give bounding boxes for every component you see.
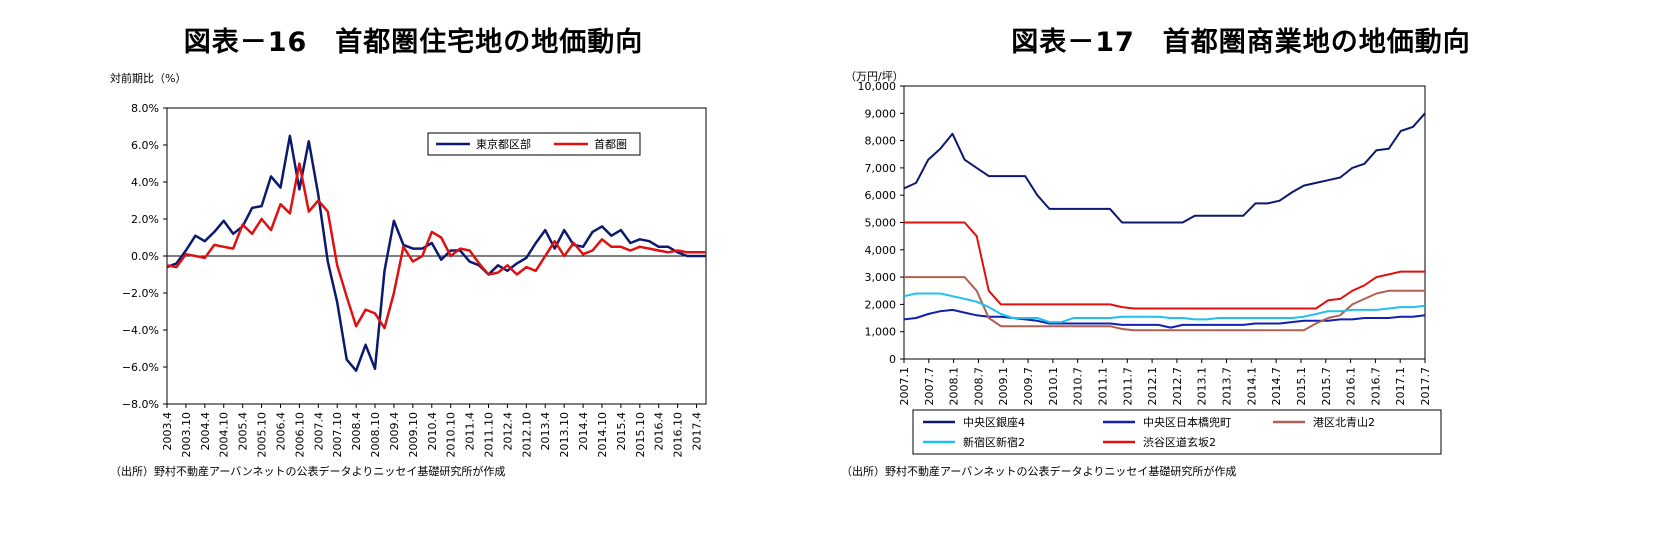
right-x-tick-label: 2009.1 <box>997 367 1010 406</box>
right-series-line-4 <box>903 292 1426 324</box>
right-x-tick-label: 2017.7 <box>1419 367 1432 406</box>
right-x-tick-label: 2009.7 <box>1022 367 1035 406</box>
right-legend-label-5: 渋谷区道玄坂2 <box>1143 435 1216 449</box>
left-x-tick-label: 2010.4 <box>426 412 439 451</box>
right-legend-label-3: 港区北青山2 <box>1313 416 1375 429</box>
right-x-tick-label: 2014.1 <box>1245 367 1258 406</box>
left-legend-label-1: 東京都区部 <box>476 137 531 151</box>
left-x-tick-label: 2012.10 <box>520 412 533 458</box>
left-y-tick-label: 2.0% <box>131 213 159 226</box>
left-x-tick-label: 2006.10 <box>293 412 306 458</box>
left-x-tick-label: 2013.10 <box>558 412 571 458</box>
left-chart-panel: 図表－16 首都圏住宅地の地価動向 対前期比（%） 8.0% 6.0% 4.0% 2.… <box>0 0 827 556</box>
left-legend-box <box>427 132 641 156</box>
left-x-tick-label: 2012.4 <box>501 412 514 451</box>
left-y-unit-label: 対前期比（%） <box>110 72 187 85</box>
left-line-chart: 8.0% 6.0% 4.0% 2.0% 0.0% −2.0% −4.0% −6.0% −8.0%… <box>122 102 707 458</box>
left-x-tick-label: 2011.4 <box>464 412 477 451</box>
right-x-tick-label: 2016.1 <box>1345 367 1358 406</box>
right-legend-label-4: 新宿区新宿2 <box>963 435 1025 449</box>
right-series-line-5 <box>904 221 1425 310</box>
right-legend-label-2: 中央区日本橋兜町 <box>1143 415 1231 429</box>
right-chart-title: 図表－17 首都圏商業地の地価動向 <box>1011 27 1471 58</box>
left-x-tick-label: 2009.4 <box>388 412 401 451</box>
right-series-line-2 <box>903 308 1426 329</box>
right-y-unit-label: （万円/坪） <box>845 70 904 83</box>
left-x-tick-label: 2004.10 <box>218 412 231 458</box>
right-x-tick-label: 2014.7 <box>1270 367 1283 406</box>
left-chart-title: 図表－16 首都圏住宅地の地価動向 <box>183 27 644 58</box>
left-x-tick-label: 2003.4 <box>161 412 174 451</box>
right-y-tick-label: 0 <box>889 353 896 366</box>
right-x-tick-label: 2016.7 <box>1369 367 1382 406</box>
right-x-tick-label: 2017.1 <box>1394 367 1407 406</box>
right-legend-label-1: 中央区銀座4 <box>963 415 1025 429</box>
right-y-tick-label: 5,000 <box>865 217 897 230</box>
left-x-tick-label: 2014.4 <box>577 412 590 451</box>
left-x-tick-label: 2008.10 <box>369 412 382 458</box>
right-x-tick-label: 2013.7 <box>1221 367 1234 406</box>
left-y-tick-label: −6.0% <box>122 361 159 374</box>
left-x-tick-label: 2006.4 <box>274 412 287 451</box>
right-y-tick-label: 7,000 <box>865 162 897 175</box>
left-y-tick-label: 0.0% <box>131 250 159 263</box>
right-series-line-1 <box>903 112 1426 224</box>
right-x-tick-label: 2013.1 <box>1196 367 1209 406</box>
left-x-tick-label: 2003.10 <box>180 412 193 458</box>
left-x-tick-label: 2015.4 <box>615 412 628 451</box>
right-chart-panel: 図表－17 首都圏商業地の地価動向 （万円/坪） 10,000 9,000 8,00… <box>827 0 1655 556</box>
left-x-tick-label: 2008.4 <box>350 412 363 451</box>
right-y-tick-label: 8,000 <box>865 135 897 148</box>
right-y-tick-label: 4,000 <box>865 244 897 257</box>
right-y-tick-label: 6,000 <box>865 189 897 202</box>
left-x-tick-label: 2007.4 <box>312 412 325 451</box>
left-x-tick-label: 2017.4 <box>691 412 704 451</box>
left-x-tick-label: 2015.10 <box>634 412 647 458</box>
right-source-note: （出所）野村不動産アーバンネットの公表データよりニッセイ基礎研究所が作成 <box>841 465 1237 478</box>
left-y-tick-label: 8.0% <box>131 102 159 115</box>
left-y-tick-label: −2.0% <box>122 287 159 300</box>
right-line-chart: 10,000 9,000 8,000 7,000 6,000 5,000 4,000 3,00… <box>858 80 1442 455</box>
left-x-tick-label: 2016.4 <box>653 412 666 451</box>
left-x-tick-label: 2005.4 <box>237 412 250 451</box>
left-x-tick-label: 2007.10 <box>331 412 344 458</box>
right-y-tick-label: 10,000 <box>858 80 897 93</box>
left-x-tick-label: 2011.10 <box>483 412 496 458</box>
right-x-tick-label: 2010.1 <box>1047 367 1060 406</box>
right-legend-box <box>912 409 1442 455</box>
left-y-tick-label: 6.0% <box>131 139 159 152</box>
left-x-tick-label: 2013.4 <box>539 412 552 451</box>
right-y-tick-label: 2,000 <box>865 298 897 311</box>
right-x-tick-label: 2010.7 <box>1072 367 1085 406</box>
left-source-note: （出所）野村不動産アーバンネットの公表データよりニッセイ基礎研究所が作成 <box>110 465 506 478</box>
right-x-tick-label: 2011.7 <box>1121 367 1134 406</box>
right-x-tick-label: 2007.1 <box>898 367 911 406</box>
left-y-tick-label: −8.0% <box>122 398 159 411</box>
left-y-tick-label: −4.0% <box>122 324 159 337</box>
left-series-line-2 <box>166 162 706 330</box>
left-x-tick-label: 2016.10 <box>672 412 685 458</box>
right-y-tick-label: 9,000 <box>865 107 897 120</box>
right-y-tick-label: 1,000 <box>865 326 897 339</box>
left-x-tick-label: 2010.10 <box>445 412 458 458</box>
left-y-tick-label: 4.0% <box>131 176 159 189</box>
right-x-tick-label: 2007.7 <box>923 367 936 406</box>
right-x-tick-label: 2015.7 <box>1320 367 1333 406</box>
right-x-tick-label: 2015.1 <box>1295 367 1308 406</box>
left-x-tick-label: 2004.4 <box>199 412 212 451</box>
right-series-line-3 <box>904 276 1425 332</box>
right-x-tick-label: 2008.1 <box>948 367 961 406</box>
left-x-tick-label: 2014.10 <box>596 412 609 458</box>
left-x-tick-label: 2005.10 <box>256 412 269 458</box>
right-x-tick-label: 2011.1 <box>1096 367 1109 406</box>
right-y-tick-label: 3,000 <box>865 271 897 284</box>
right-x-tick-label: 2012.1 <box>1146 367 1159 406</box>
left-legend-label-2: 首都圏 <box>594 137 627 151</box>
left-series-line-1 <box>166 134 706 372</box>
right-x-tick-label: 2012.7 <box>1171 367 1184 406</box>
left-x-tick-label: 2009.10 <box>407 412 420 458</box>
right-x-tick-label: 2008.7 <box>972 367 985 406</box>
